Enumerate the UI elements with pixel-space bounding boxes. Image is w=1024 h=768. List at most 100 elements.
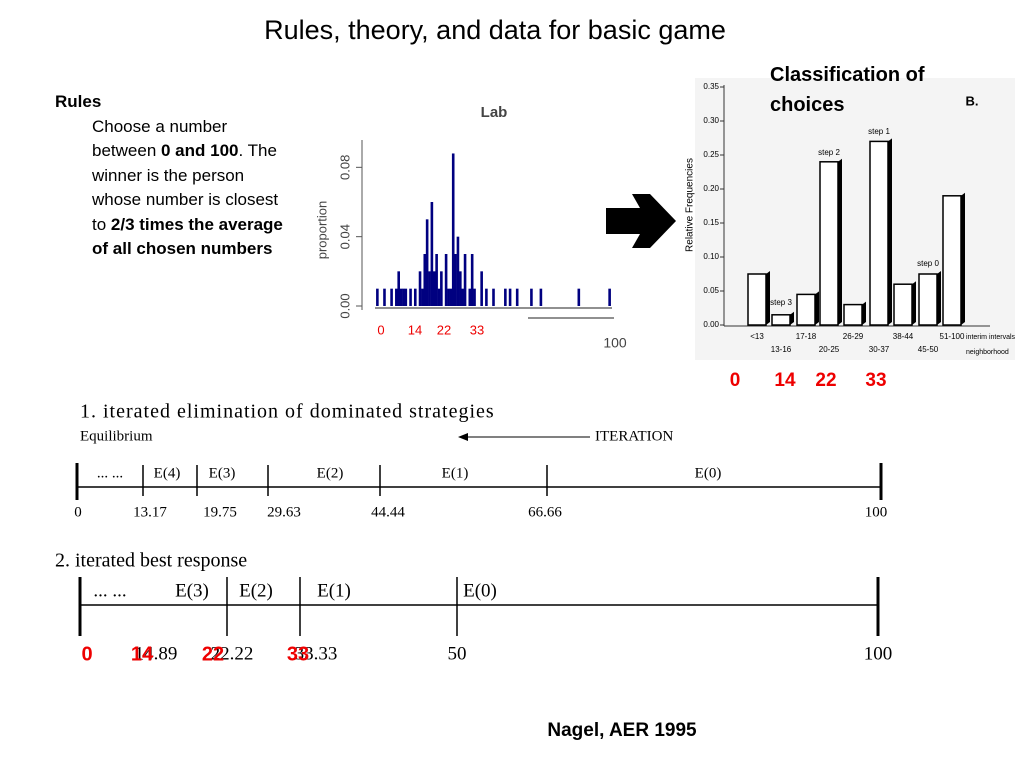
y-tick-label: 0.35 — [703, 82, 719, 91]
bar — [577, 288, 581, 306]
bar-shadow — [937, 271, 941, 325]
rules-heading: Rules — [55, 92, 102, 111]
rules-part: 2/3 times the average of all chosen numb… — [92, 214, 283, 259]
bar — [454, 254, 457, 306]
bar — [395, 288, 398, 306]
bar — [504, 288, 507, 306]
annotation: step 0 — [917, 259, 939, 268]
chart-title: Lab — [481, 104, 508, 121]
bar — [437, 288, 441, 306]
x-axis-label: neighborhood — [966, 349, 1009, 356]
x-tick-label: 45-50 — [918, 345, 939, 354]
bar-shadow — [838, 158, 842, 325]
annotation: 0 — [377, 322, 384, 337]
tick-label: 14.89 — [135, 643, 178, 664]
x-axis-label: interim intervals — [966, 334, 1016, 341]
segment-label: E(3) — [175, 580, 209, 601]
annotation: step 3 — [770, 298, 792, 307]
line-right: ITERATION — [595, 428, 673, 444]
x-tick-label: 100 — [603, 335, 627, 351]
bar-shadow — [790, 311, 794, 325]
y-axis-label: proportion — [314, 201, 329, 260]
rules-part: . The winner is the person whose number … — [92, 141, 279, 234]
bar — [440, 271, 443, 306]
tick-label: 100 — [865, 504, 888, 520]
bar — [456, 236, 460, 306]
x-tick-label: 20-25 — [819, 345, 840, 354]
highlight: 14 — [774, 370, 796, 391]
bar — [376, 288, 379, 306]
arrow — [606, 194, 676, 248]
tick-label: 13.17 — [133, 504, 167, 520]
bar — [771, 314, 791, 326]
bar — [449, 288, 453, 306]
segment-label: E(2) — [239, 580, 273, 601]
bar — [539, 288, 543, 306]
bar — [423, 254, 427, 306]
bar — [418, 271, 422, 306]
segment-label: E(3) — [209, 465, 236, 481]
y-tick-label: 0.00 — [337, 293, 352, 318]
rules-part: Choose a number between — [92, 116, 228, 161]
bar — [435, 254, 438, 306]
bar — [461, 288, 464, 306]
highlight: 33 — [865, 370, 886, 391]
bar — [430, 202, 434, 306]
bar-shadow — [862, 301, 866, 325]
y-tick-label: 0.05 — [703, 286, 719, 295]
bar-shadow — [766, 271, 770, 325]
line-heading: 2. iterated best response — [55, 550, 247, 572]
y-tick-label: 0.04 — [337, 224, 352, 249]
bar — [485, 288, 488, 306]
bar — [421, 288, 424, 306]
highlight: 22 — [202, 643, 224, 665]
x-tick-label: 17-18 — [796, 332, 817, 341]
tick-label: 19.75 — [203, 504, 237, 520]
x-tick-label: 51-100 — [940, 332, 965, 341]
bar — [428, 271, 431, 306]
segment-label: E(4) — [154, 465, 181, 481]
highlight: 14 — [131, 643, 154, 665]
citation: Nagel, AER 1995 — [547, 720, 697, 741]
tick-label: 22.22 — [211, 643, 254, 664]
y-tick-label: 0.00 — [703, 320, 719, 329]
highlight: 0 — [730, 370, 741, 391]
annotation: 33 — [470, 322, 484, 337]
panel-label: B. — [966, 93, 979, 108]
tick-label: 33.33 — [295, 643, 338, 664]
bar — [747, 273, 767, 326]
annotation: step 1 — [868, 127, 890, 136]
bar — [796, 293, 816, 326]
bar — [432, 271, 436, 306]
y-tick-label: 0.30 — [703, 116, 719, 125]
tick-label: 50 — [448, 643, 467, 664]
bar — [397, 271, 400, 306]
bar — [869, 140, 889, 326]
segment-label: E(1) — [317, 580, 351, 601]
bar — [463, 254, 467, 306]
highlight: 0 — [81, 643, 92, 665]
bar-shadow — [815, 291, 819, 325]
bar — [399, 288, 403, 306]
bar — [608, 288, 611, 306]
bar — [402, 288, 405, 306]
highlight: 22 — [815, 370, 836, 391]
arrow-head — [458, 433, 468, 441]
bar — [893, 283, 913, 326]
tick-label: 29.63 — [267, 504, 301, 520]
x-tick-label: 30-37 — [869, 345, 890, 354]
bar — [515, 288, 519, 306]
bar — [390, 288, 393, 306]
bar — [404, 288, 408, 306]
rules-text: Choose a number between 0 and 100. The w… — [92, 115, 287, 262]
bar — [918, 273, 938, 326]
bar — [413, 288, 417, 306]
y-tick-label: 0.15 — [703, 218, 719, 227]
segment-label: E(0) — [463, 580, 497, 601]
y-tick-label: 0.08 — [337, 155, 352, 180]
x-tick-label: 38-44 — [893, 332, 914, 341]
y-tick-label: 0.20 — [703, 184, 719, 193]
y-axis-label: Relative Frequencies — [685, 158, 696, 252]
chart-title: Classification of choices — [770, 64, 925, 116]
